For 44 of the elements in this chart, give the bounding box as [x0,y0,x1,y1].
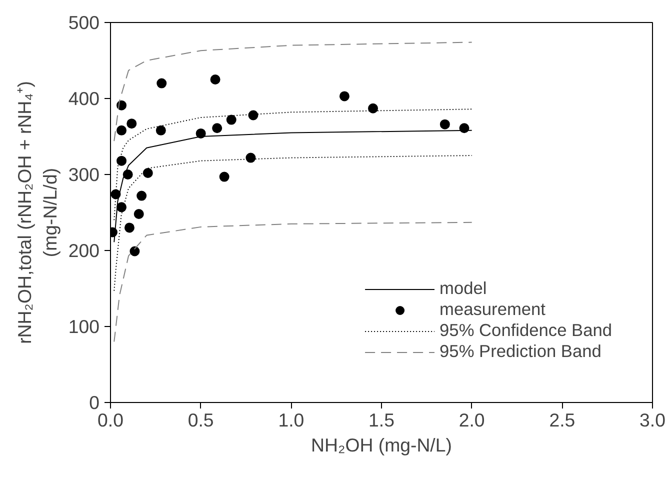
point [210,74,220,84]
point [156,78,167,88]
y-axis-title: rNH₂OH,total (rNH₂OH + rNH₄⁺) (mg-N/L/d) [14,81,60,344]
x-tick-label: 2.5 [549,410,576,430]
point [196,128,206,138]
legend-label: 95% Confidence Band [440,320,612,341]
point [219,172,230,182]
point [226,114,236,125]
legend-label: 95% Prediction Band [440,341,602,362]
point [248,110,258,120]
point [156,125,166,136]
x-axis-title: NH₂OH (mg-N/L) [311,434,452,456]
point [246,152,256,163]
point [124,222,134,233]
point [339,91,350,102]
point [459,123,470,134]
x-tick-label: 0.5 [188,410,214,430]
point [116,125,127,136]
y-tick-label: 400 [68,88,100,109]
legend-label: measurement [440,299,546,320]
point [142,168,153,178]
point [116,202,127,212]
y-tick-label: 100 [68,316,100,337]
point [212,123,222,134]
x-tick-label: 3.0 [640,410,666,430]
line-series [114,42,472,142]
x-tick-label: 1.0 [278,410,304,430]
x-tick-label: 2.0 [458,410,485,430]
point [134,209,144,220]
y-tick-label: 300 [68,164,100,185]
point [126,118,137,129]
y-tick-label: 200 [68,240,100,261]
point [136,190,147,201]
y-tick-label: 500 [68,12,100,33]
point [110,189,121,200]
point [130,246,140,256]
x-tick-label: 1.5 [368,410,394,430]
point [122,170,133,180]
point [368,103,378,114]
legend-label: model [440,278,487,299]
point [116,156,127,166]
x-tick-label: 0.0 [98,410,124,430]
y-tick-label: 0 [89,392,100,413]
point [440,119,450,130]
